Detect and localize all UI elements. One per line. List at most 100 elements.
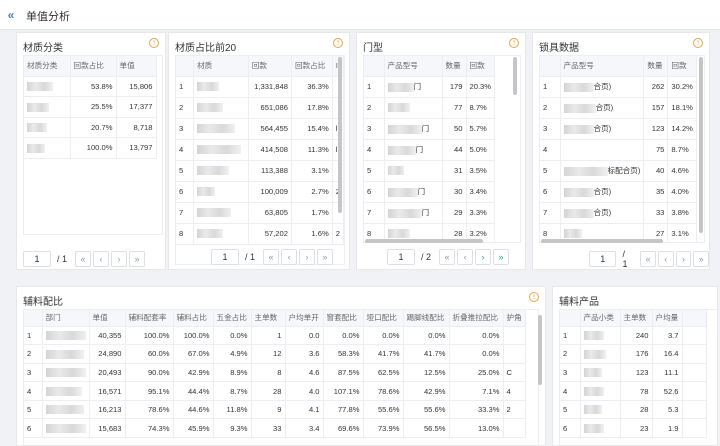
column-header[interactable]: 数量: [643, 56, 669, 77]
table-row[interactable]: 1 合页) 262 30.2%: [540, 76, 697, 98]
first-page-icon[interactable]: «: [263, 249, 280, 265]
page-number-input[interactable]: 1: [23, 251, 51, 267]
column-header[interactable]: 折叠推拉配比: [449, 310, 504, 327]
horizontal-scrollbar[interactable]: [365, 239, 483, 243]
info-icon[interactable]: !: [149, 38, 159, 48]
column-header[interactable]: 五金占比: [213, 310, 252, 327]
table-row[interactable]: 5 28 5.3: [560, 400, 707, 420]
table-row[interactable]: 1 240 3.7: [560, 326, 707, 346]
column-header[interactable]: [176, 56, 195, 77]
last-page-icon[interactable]: »: [493, 249, 510, 265]
column-header[interactable]: 辅料配套率: [125, 310, 174, 327]
first-page-icon[interactable]: «: [75, 251, 92, 267]
table-row[interactable]: 5 标配合页) 40 4.6%: [540, 160, 697, 182]
info-icon[interactable]: !: [529, 292, 539, 302]
column-header[interactable]: 窗套配比: [323, 310, 364, 327]
table-row[interactable]: 3 合页) 123 14.2%: [540, 118, 697, 140]
column-header[interactable]: 主单数: [620, 310, 653, 327]
column-header[interactable]: 回款占比: [70, 56, 117, 77]
page-number-input[interactable]: 1: [589, 251, 617, 267]
table-row[interactable]: 3 564,455 15.4% l: [176, 118, 344, 140]
column-header[interactable]: 数量: [442, 56, 467, 77]
table-row[interactable]: 4 414,508 11.3% l: [176, 139, 344, 161]
column-header[interactable]: 户均量: [652, 310, 683, 327]
next-page-icon[interactable]: ›: [675, 251, 692, 267]
table-row[interactable]: 25.5% 17,377: [24, 96, 157, 118]
table-row[interactable]: 6 23 1.9: [560, 418, 707, 439]
column-header[interactable]: 户均单开: [285, 310, 324, 327]
last-page-icon[interactable]: »: [317, 249, 334, 265]
vertical-scrollbar[interactable]: [699, 57, 703, 233]
table-row[interactable]: 5 113,388 3.1%: [176, 160, 344, 182]
column-header[interactable]: 回款: [248, 56, 292, 77]
column-header[interactable]: [24, 310, 43, 327]
column-header[interactable]: 材质分类: [24, 56, 71, 77]
table-row[interactable]: 2 651,086 17.8%: [176, 97, 344, 119]
column-header[interactable]: 产品小类: [580, 310, 621, 327]
info-icon[interactable]: !: [333, 38, 343, 48]
column-header[interactable]: 护角: [503, 310, 526, 327]
table-row[interactable]: 100.0% 13,797: [24, 137, 157, 159]
vertical-scrollbar[interactable]: [513, 57, 517, 95]
prev-page-icon[interactable]: ‹: [93, 251, 110, 267]
column-header[interactable]: [364, 56, 385, 77]
next-page-icon[interactable]: ›: [299, 249, 316, 265]
column-header[interactable]: 辅料占比: [173, 310, 214, 327]
table-row[interactable]: 3 123 11.1: [560, 363, 707, 383]
table-row[interactable]: 1 1,331,848 36.3%: [176, 76, 344, 98]
table-row[interactable]: 1 门 179 20.3%: [364, 76, 496, 98]
table-row[interactable]: 2 176 16.4: [560, 344, 707, 364]
table-row[interactable]: 7 门 29 3.3%: [364, 202, 496, 224]
column-header[interactable]: 主单数: [251, 310, 286, 327]
table-row[interactable]: 5 16,213 78.6% 44.6% 11.8% 9 4.1 77.8% 55.6% 55.6…: [24, 400, 526, 420]
table-row[interactable]: 2 合页) 157 18.1%: [540, 97, 697, 119]
vertical-scrollbar[interactable]: [338, 57, 342, 213]
table-row[interactable]: 8 57,202 1.6% 2: [176, 223, 344, 245]
vertical-scrollbar[interactable]: [538, 315, 542, 385]
column-header[interactable]: 产品型号: [384, 56, 443, 77]
first-page-icon[interactable]: «: [640, 251, 656, 267]
table-row[interactable]: 6 合页) 35 4.0%: [540, 181, 697, 203]
table-row[interactable]: 6 门 30 3.4%: [364, 181, 496, 203]
column-header[interactable]: 回款: [667, 56, 697, 77]
info-icon[interactable]: !: [693, 38, 703, 48]
table-row[interactable]: 3 20,493 90.0% 42.9% 8.9% 8 4.6 87.5% 62.5% 12.5%…: [24, 363, 526, 383]
table-row[interactable]: 2 77 8.7%: [364, 97, 496, 119]
column-header[interactable]: [560, 310, 581, 327]
last-page-icon[interactable]: »: [129, 251, 146, 267]
column-header[interactable]: 单值: [116, 56, 157, 77]
page-number-input[interactable]: 1: [211, 249, 239, 265]
table-row[interactable]: 4 78 52.6: [560, 381, 707, 401]
next-page-icon[interactable]: ›: [111, 251, 128, 267]
table-row[interactable]: 3 门 50 5.7%: [364, 118, 496, 140]
table-row[interactable]: 8 28 3.2%: [364, 223, 496, 242]
column-header[interactable]: [682, 310, 707, 327]
info-icon[interactable]: !: [509, 38, 519, 48]
collapse-sidebar-icon[interactable]: «: [7, 8, 15, 22]
table-row[interactable]: 8 27 3.1%: [540, 223, 697, 242]
column-header[interactable]: 材质: [193, 56, 249, 77]
last-page-icon[interactable]: »: [693, 251, 709, 267]
column-header[interactable]: 部门: [42, 310, 90, 327]
prev-page-icon[interactable]: ‹: [457, 249, 474, 265]
table-row[interactable]: 5 31 3.5%: [364, 160, 496, 182]
column-header[interactable]: 回款占比: [291, 56, 333, 77]
prev-page-icon[interactable]: ‹: [657, 251, 674, 267]
column-header[interactable]: 回款: [466, 56, 496, 77]
table-row[interactable]: 4 16,571 95.1% 44.4% 8.7% 28 4.0 107.1% 78.6% 42.…: [24, 381, 526, 401]
first-page-icon[interactable]: «: [439, 249, 456, 265]
column-header[interactable]: 踢脚线配比: [403, 310, 450, 327]
table-row[interactable]: 6 15,683 74.3% 45.9% 9.3% 33 3.4 69.6% 73.9% 56.5…: [24, 418, 526, 439]
table-row[interactable]: 53.8% 15,806: [24, 76, 157, 97]
table-row[interactable]: 7 合页) 33 3.8%: [540, 202, 697, 224]
next-page-icon[interactable]: ›: [475, 249, 492, 265]
column-header[interactable]: 单值: [89, 310, 126, 327]
column-header[interactable]: [540, 56, 561, 77]
table-row[interactable]: 4 75 8.7%: [540, 139, 697, 161]
table-row[interactable]: 2 24,890 60.0% 67.0% 4.9% 12 3.6 58.3% 41.7% 41.7…: [24, 344, 526, 364]
horizontal-scrollbar[interactable]: [541, 239, 663, 243]
column-header[interactable]: 垭口配比: [363, 310, 404, 327]
table-row[interactable]: 4 门 44 5.0%: [364, 139, 496, 161]
table-row[interactable]: 7 63,805 1.7%: [176, 202, 344, 224]
